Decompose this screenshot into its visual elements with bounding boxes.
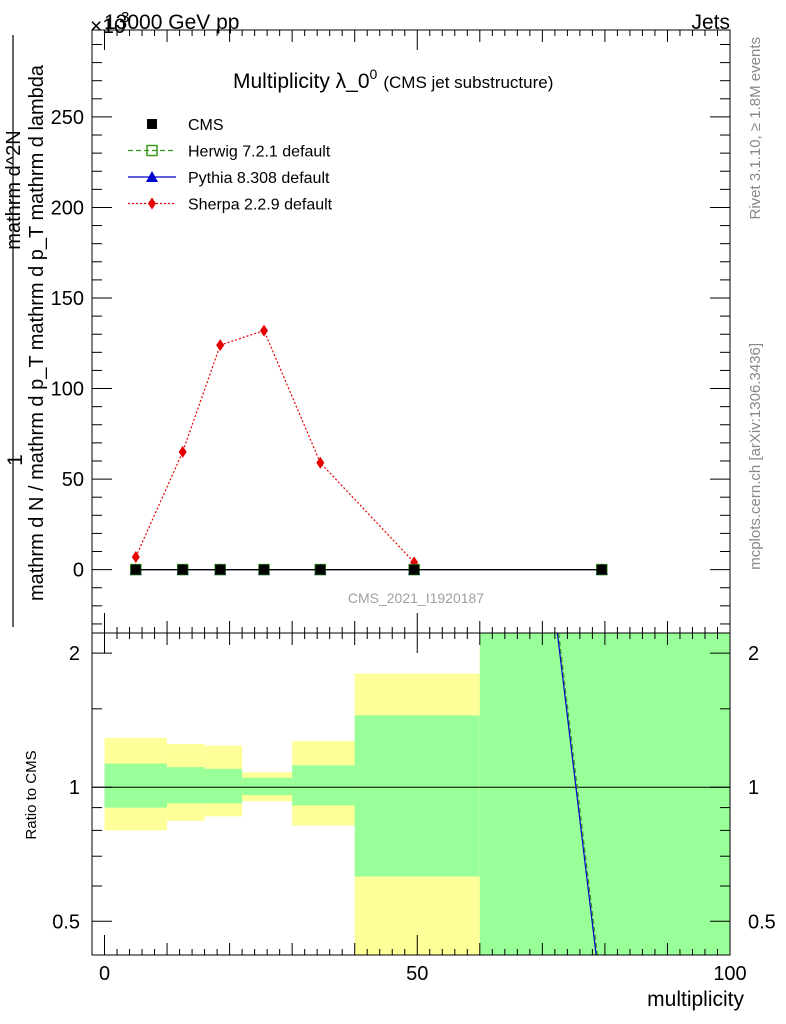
y-label-numerator: 1 <box>4 454 27 466</box>
sherpa-point <box>178 445 187 458</box>
category-label: Jets <box>691 11 730 34</box>
herwig-legend-marker <box>146 144 158 157</box>
ratio-lines <box>556 632 598 956</box>
sherpa-point <box>216 339 225 352</box>
pythia-legend-marker <box>146 171 158 182</box>
x-tick-label: 0 <box>99 963 110 985</box>
sherpa-line <box>135 329 415 563</box>
main-y-axis-label: 1 mathrm d N / mathrm d p_T mathrm d p_T… <box>3 35 48 627</box>
y-tick-label: 50 <box>62 469 84 491</box>
main-y-tick-labels: 0 50 100 150 200 250 <box>51 107 84 582</box>
ratio-ticks: 0.5 0.5 1 1 2 2 0 50 100 <box>52 633 776 985</box>
y-tick-label: 250 <box>51 107 84 129</box>
ratio-y-tick-label: 2 <box>69 643 80 665</box>
ratio-y-tick-label-right: 2 <box>748 643 759 665</box>
cms-legend-label: CMS <box>188 117 224 134</box>
legend: CMS Herwig 7.2.1 default Pythia 8.308 defa… <box>128 117 333 214</box>
sherpa-point <box>260 324 269 337</box>
rivet-label: Rivet 3.1.10, ≥ 1.8M events <box>747 37 764 220</box>
x-tick-label: 50 <box>406 963 428 985</box>
main-title: Multiplicity λ_00 (CMS jet substructure) <box>233 66 553 93</box>
sherpa-legend-label: Sherpa 2.2.9 default <box>188 197 333 214</box>
sherpa-point <box>316 456 325 469</box>
ratio-band-green <box>354 715 480 877</box>
ratio-band-green <box>479 633 730 955</box>
y-label-denominator: mathrm d N / mathrm d p_T mathrm d p_T m… <box>26 64 48 601</box>
herwig-legend-label: Herwig 7.2.1 default <box>188 144 331 161</box>
cms-legend-marker <box>147 119 157 129</box>
cms-point <box>409 564 420 575</box>
ratio-band-green <box>292 765 355 806</box>
cms-point <box>315 564 326 575</box>
main-ticks <box>92 30 731 633</box>
y-tick-label: 150 <box>51 288 84 310</box>
x-tick-label: 100 <box>713 963 746 985</box>
herwig-ratio-line <box>558 632 598 956</box>
watermark-label: CMS_2021_I1920187 <box>348 590 484 606</box>
ratio-band-green <box>167 767 205 804</box>
sherpa-legend-marker <box>148 197 156 210</box>
main-panel: 0 50 100 150 200 250 CMS_2021_I1920187 Multip… <box>51 29 731 634</box>
ratio-panel: 0.5 0.5 1 1 2 2 0 50 100 Ratio to CMS multiplici… <box>23 632 776 1011</box>
cms-point <box>215 564 226 575</box>
ratio-y-label: Ratio to CMS <box>23 750 40 839</box>
ratio-band-green <box>242 777 293 796</box>
x-axis-label: multiplicity <box>647 988 744 1011</box>
cms-point <box>130 564 141 575</box>
y-tick-label: 0 <box>73 560 84 582</box>
cms-point <box>259 564 270 575</box>
exponent-power: 3 <box>121 9 129 26</box>
pythia-legend-label: Pythia 8.308 default <box>188 170 330 187</box>
ratio-band-green <box>204 768 243 804</box>
ratio-frame <box>91 632 731 956</box>
pythia-ratio-line <box>556 632 597 956</box>
cms-point <box>596 564 607 575</box>
ratio-y-tick-label: 0.5 <box>52 911 80 933</box>
ratio-y-tick-label-right: 0.5 <box>748 911 776 933</box>
energy-label: 13000 GeV pp <box>104 11 239 34</box>
main-series <box>129 324 608 576</box>
y-tick-label: 200 <box>51 197 84 219</box>
ratio-y-tick-label-right: 1 <box>748 777 759 799</box>
sherpa-point <box>131 550 140 563</box>
ratio-bands <box>104 633 730 955</box>
y-label-numerator-2: mathrm d^2N <box>3 130 25 249</box>
ratio-y-tick-label: 1 <box>69 777 80 799</box>
mcplots-label: mcplots.cern.ch [arXiv:1306.3436] <box>747 343 764 570</box>
y-tick-label: 100 <box>51 379 84 401</box>
ratio-band-green <box>104 763 168 808</box>
cms-point <box>177 564 188 575</box>
